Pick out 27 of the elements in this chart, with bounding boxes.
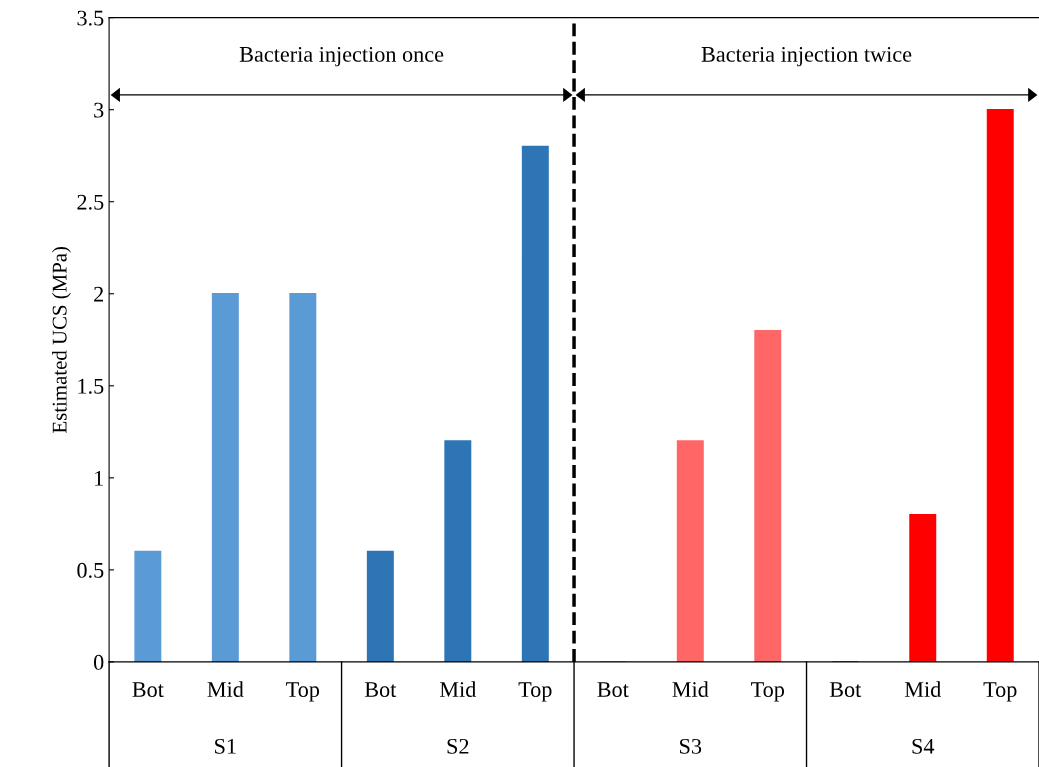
- annotation: Bacteria injection twice: [701, 46, 912, 67]
- x-tick-label: Top: [983, 682, 1017, 702]
- annotation: Bacteria injection once: [239, 46, 444, 67]
- text: S1: [215, 738, 236, 754]
- y-tick-label: 1.5: [78, 378, 104, 394]
- x-tick-label: Top: [286, 682, 320, 702]
- x-tick-label: Mid: [904, 681, 942, 697]
- y-tick-label: 0.5: [77, 562, 104, 578]
- x-tick-label: Bot: [829, 682, 862, 697]
- x-tick-label: Top: [751, 682, 785, 702]
- y-tick-label: 0: [93, 654, 104, 670]
- x-tick-label: Bot: [364, 682, 397, 697]
- text: S3: [680, 738, 702, 754]
- text: S4: [912, 738, 935, 754]
- x-tick-label: Mid: [207, 681, 244, 697]
- x-tick-label: Mid: [672, 681, 709, 697]
- y-axis-title: Estimated UCS (MPa): [52, 246, 71, 433]
- text: S2: [447, 738, 469, 754]
- x-tick-label: Bot: [597, 682, 629, 697]
- y-tick-label: 1: [95, 470, 103, 486]
- x-tick-label: Bot: [132, 682, 164, 697]
- y-tick-label: 3.5: [77, 10, 104, 26]
- x-tick-label: Top: [518, 682, 552, 702]
- y-tick-label: 2: [94, 286, 104, 302]
- y-tick-label: 3: [94, 102, 104, 118]
- x-tick-label: Mid: [439, 681, 477, 697]
- y-tick-label: 2.5: [77, 194, 104, 210]
